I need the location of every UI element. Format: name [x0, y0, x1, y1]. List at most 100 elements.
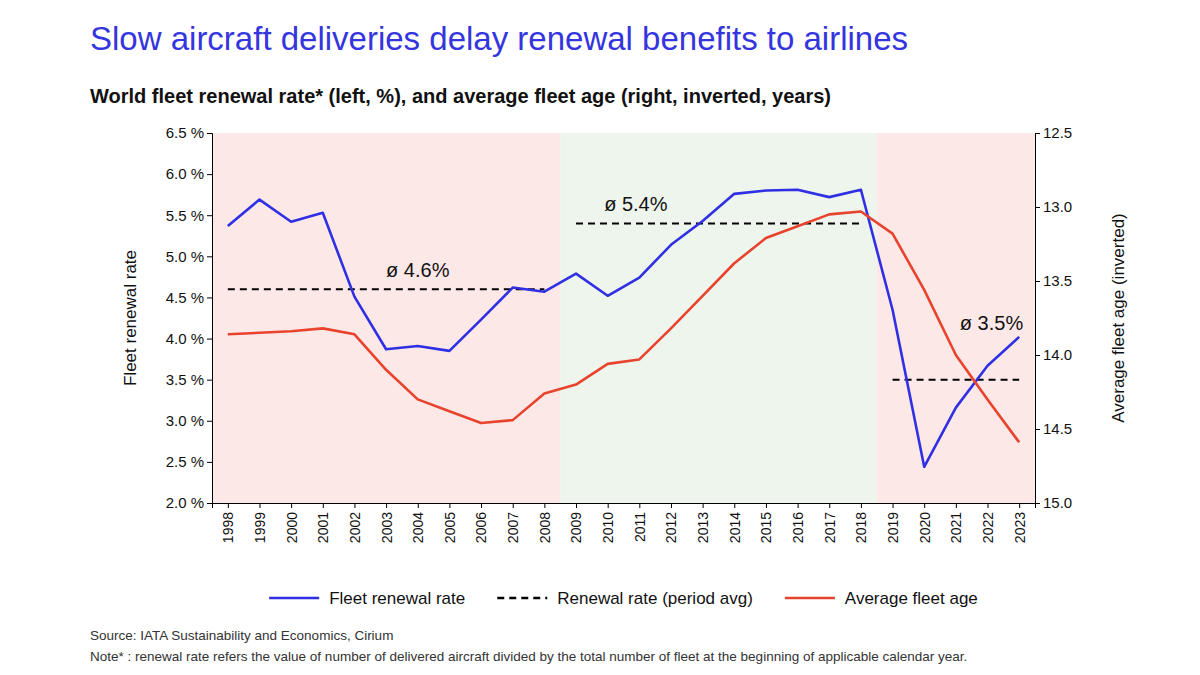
x-tick-mark [228, 503, 229, 508]
y-tick: 3.0 % [166, 412, 212, 429]
x-axis: 1998199920002001200220032004200520062007… [213, 503, 1036, 543]
x-tick-mark [544, 503, 545, 508]
period-band [212, 133, 560, 503]
period-average-label: ø 4.6% [386, 259, 450, 281]
x-tick: 2005 [442, 503, 458, 543]
period-band [560, 133, 877, 503]
x-tick-mark [924, 503, 925, 508]
title: Slow aircraft deliveries delay renewal b… [90, 20, 908, 57]
y2-tick-mark [1035, 281, 1040, 282]
legend: Fleet renewal rate Renewal rate (period a… [269, 589, 978, 608]
x-tick-label: 2020 [917, 512, 933, 543]
x-tick-mark [354, 503, 355, 508]
y-tick-label: 5.0 % [166, 248, 204, 265]
y2-tick-label: 14.5 [1043, 420, 1072, 437]
y2-tick-label: 15.0 [1043, 494, 1072, 511]
x-tick: 2014 [727, 503, 743, 543]
x-tick-mark [893, 503, 894, 508]
x-tick-label: 2015 [758, 512, 774, 543]
period-average-line [576, 222, 861, 224]
x-tick-label: 2005 [442, 512, 458, 543]
x-tick-label: 1999 [252, 512, 268, 543]
legend-swatch [269, 597, 319, 600]
x-tick-label: 2018 [853, 512, 869, 543]
x-tick: 1999 [252, 503, 268, 543]
y-tick-label: 4.0 % [166, 330, 204, 347]
y-tick: 6.0 % [166, 165, 212, 182]
x-tick-label: 2011 [632, 512, 648, 542]
x-tick-mark [734, 503, 735, 508]
x-tick-label: 2019 [885, 512, 901, 543]
legend-label: Average fleet age [845, 589, 978, 608]
x-tick: 2022 [980, 503, 996, 543]
y-tick: 6.5 % [166, 124, 212, 141]
x-tick: 2009 [568, 503, 584, 543]
x-tick-label: 2023 [1012, 512, 1028, 543]
x-tick: 2023 [1012, 503, 1028, 543]
y2-axis-line [1036, 134, 1041, 504]
x-tick: 2012 [663, 503, 679, 543]
x-tick-label: 2008 [537, 512, 553, 543]
period-average-line [893, 379, 1020, 381]
period-average-label: ø 5.4% [604, 193, 668, 215]
x-tick-mark [323, 503, 324, 508]
y2-tick: 15.0 [1035, 494, 1072, 511]
x-tick-mark [291, 503, 292, 508]
x-tick: 2002 [347, 503, 363, 543]
x-tick: 2018 [853, 503, 869, 543]
x-tick-label: 2012 [663, 512, 679, 543]
y-tick-label: 5.5 % [166, 207, 204, 224]
x-tick-label: 2000 [284, 512, 300, 543]
period-average-line [228, 288, 545, 290]
y-axis-title: Fleet renewal rate [121, 250, 140, 386]
y2-axis: 12.513.013.514.014.515.0 [1035, 124, 1072, 511]
x-tick: 2000 [284, 503, 300, 543]
y-tick-mark [207, 133, 212, 134]
x-tick: 2007 [505, 503, 521, 543]
legend-item: Renewal rate (period avg) [497, 589, 753, 608]
y-tick-mark [207, 174, 212, 175]
y-tick: 2.5 % [166, 453, 212, 470]
source: Source: IATA Sustainability and Economic… [90, 628, 393, 643]
y2-tick-label: 13.0 [1043, 198, 1072, 215]
x-tick: 2010 [600, 503, 616, 543]
y-tick-mark [207, 462, 212, 463]
period-average-label: ø 3.5% [960, 312, 1024, 334]
y2-axis-title: Average fleet age (inverted) [1109, 213, 1128, 422]
x-tick-label: 2016 [790, 512, 806, 543]
y2-tick: 13.0 [1035, 198, 1072, 215]
x-tick-label: 2017 [822, 512, 838, 543]
series-line [228, 190, 1019, 467]
x-tick: 2017 [822, 503, 838, 543]
y-tick-mark [207, 503, 212, 504]
x-tick: 2003 [378, 503, 394, 543]
x-tick-mark [386, 503, 387, 508]
y-tick-label: 3.5 % [166, 371, 204, 388]
y2-tick-mark [1035, 429, 1040, 430]
x-tick-mark [671, 503, 672, 508]
legend-label: Fleet renewal rate [329, 589, 465, 608]
y2-tick: 14.5 [1035, 420, 1072, 437]
x-tick: 2020 [917, 503, 933, 543]
y-tick: 5.0 % [166, 248, 212, 265]
y-axis-line [207, 134, 213, 504]
period-bands [212, 133, 1035, 503]
chart-svg: Slow aircraft deliveries delay renewal b… [0, 0, 1200, 675]
y-tick-label: 6.5 % [166, 124, 204, 141]
x-tick: 2004 [410, 503, 426, 543]
x-tick-mark [418, 503, 419, 508]
x-tick-label: 2010 [600, 512, 616, 543]
y-tick-mark [207, 421, 212, 422]
y-tick-label: 2.5 % [166, 453, 204, 470]
y-tick-label: 3.0 % [166, 412, 204, 429]
legend-item: Fleet renewal rate [269, 589, 465, 608]
y-tick: 4.5 % [166, 289, 212, 306]
plot-marks [228, 190, 1019, 467]
legend-item: Average fleet age [785, 589, 978, 608]
x-tick-mark [861, 503, 862, 508]
y-tick-mark [207, 215, 212, 216]
x-tick-mark [481, 503, 482, 508]
x-tick-mark [703, 503, 704, 508]
x-tick-label: 2002 [347, 512, 363, 543]
y-tick: 3.5 % [166, 371, 212, 388]
